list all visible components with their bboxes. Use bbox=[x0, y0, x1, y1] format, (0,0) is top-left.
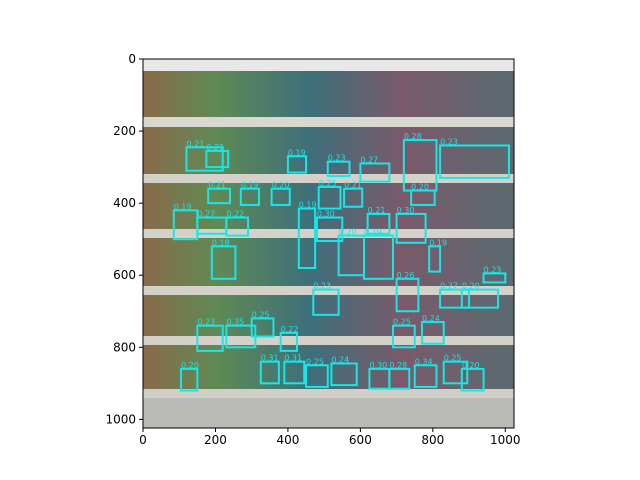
detection-box bbox=[359, 162, 391, 183]
detection-score: 0.25 bbox=[306, 357, 324, 366]
y-tick-label: 600 bbox=[113, 268, 136, 282]
detection-score: 0.19 bbox=[174, 202, 192, 211]
detection-box bbox=[420, 321, 445, 345]
detection-score: 0.28 bbox=[404, 132, 422, 141]
x-tick-label: 0 bbox=[139, 433, 147, 447]
x-tick-label: 1000 bbox=[490, 433, 521, 447]
detection-score: 0.21 bbox=[186, 139, 204, 148]
detection-box bbox=[185, 146, 224, 172]
detection-box bbox=[391, 324, 416, 349]
detection-score: 0.23 bbox=[328, 154, 346, 163]
detection-score: 0.20 bbox=[411, 183, 429, 192]
detection-score: 0.21 bbox=[208, 181, 226, 190]
y-tick-label: 400 bbox=[113, 196, 136, 210]
detection-box bbox=[442, 360, 469, 385]
detection-score: 0.20 bbox=[272, 181, 290, 190]
detection-score: 0.20 bbox=[339, 228, 357, 237]
detection-box bbox=[395, 277, 420, 313]
detection-score: 0.25 bbox=[319, 179, 337, 188]
detection-box bbox=[460, 367, 485, 392]
detection-score: 0.18 bbox=[212, 238, 230, 247]
detection-score: 0.20 bbox=[181, 361, 199, 370]
axes-frame bbox=[142, 58, 515, 429]
detection-box bbox=[428, 245, 442, 273]
y-tick-label: 800 bbox=[113, 340, 136, 354]
detection-score: 0.27 bbox=[360, 156, 378, 165]
detection-score: 0.19 bbox=[429, 238, 447, 247]
detection-score: 0.25 bbox=[393, 318, 411, 327]
detection-box bbox=[297, 207, 317, 270]
y-tick-label: 0 bbox=[128, 52, 136, 66]
detection-box bbox=[210, 245, 237, 280]
detection-box bbox=[439, 144, 510, 179]
x-tick-label: 200 bbox=[204, 433, 227, 447]
detection-box bbox=[395, 212, 427, 244]
detection-box bbox=[205, 149, 230, 169]
detection-box bbox=[413, 364, 438, 388]
detection-score: 0.35 bbox=[226, 318, 244, 327]
detection-score: 0.23 bbox=[440, 137, 458, 146]
detection-score: 0.21 bbox=[368, 206, 386, 215]
detection-score: 0.20 bbox=[462, 282, 480, 291]
detection-box bbox=[207, 187, 231, 205]
detection-box bbox=[239, 187, 260, 206]
detection-score: 0.25 bbox=[444, 354, 462, 363]
detection-box bbox=[460, 288, 500, 309]
detection-score: 0.26 bbox=[397, 271, 415, 280]
detection-score: 0.22 bbox=[281, 325, 299, 334]
detection-box bbox=[259, 360, 280, 385]
detection-box bbox=[388, 367, 411, 390]
detection-box bbox=[312, 288, 340, 316]
detection-score: 0.19 bbox=[288, 148, 306, 157]
detection-score: 0.21 bbox=[206, 143, 224, 152]
detection-box bbox=[250, 317, 275, 338]
detection-box bbox=[283, 360, 306, 385]
detection-score: 0.34 bbox=[415, 357, 433, 366]
detection-score: 0.21 bbox=[344, 181, 362, 190]
detection-box bbox=[363, 234, 394, 280]
detection-score: 0.30 bbox=[317, 210, 335, 219]
detection-box bbox=[343, 187, 364, 208]
detection-score: 0.27 bbox=[440, 282, 458, 291]
detection-score: 0.28 bbox=[389, 361, 407, 370]
x-tick-label: 600 bbox=[349, 433, 372, 447]
detection-score: 0.23 bbox=[484, 265, 502, 274]
detection-score: 0.19 bbox=[241, 181, 259, 190]
detection-box bbox=[330, 362, 358, 387]
detection-score: 0.19 bbox=[364, 228, 382, 237]
detection-score: 0.27 bbox=[197, 210, 215, 219]
detection-score: 0.31 bbox=[261, 354, 279, 363]
detection-box bbox=[326, 160, 351, 178]
detection-score: 0.22 bbox=[226, 210, 244, 219]
detection-score: 0.30 bbox=[397, 206, 415, 215]
detection-score: 0.24 bbox=[422, 314, 440, 323]
detection-box bbox=[439, 288, 471, 309]
x-tick-label: 800 bbox=[421, 433, 444, 447]
detection-score: 0.19 bbox=[299, 201, 317, 210]
detection-box bbox=[366, 212, 391, 235]
detection-box bbox=[225, 216, 250, 237]
y-tick-label: 200 bbox=[113, 124, 136, 138]
detection-box bbox=[410, 189, 436, 206]
detection-score: 0.23 bbox=[313, 282, 331, 291]
detection-box bbox=[196, 324, 224, 352]
detection-score: 0.30 bbox=[369, 361, 387, 370]
detection-box bbox=[270, 187, 291, 206]
detection-box bbox=[317, 185, 342, 210]
x-tick-label: 400 bbox=[276, 433, 299, 447]
detection-score: 0.23 bbox=[197, 318, 215, 327]
detection-box bbox=[286, 155, 308, 174]
detection-box bbox=[315, 216, 344, 242]
detection-score: 0.20 bbox=[462, 361, 480, 370]
detection-box bbox=[180, 367, 199, 392]
detection-score: 0.31 bbox=[284, 354, 302, 363]
detection-box bbox=[482, 272, 507, 284]
detection-score: 0.24 bbox=[331, 355, 349, 364]
detection-score: 0.25 bbox=[252, 310, 270, 319]
y-tick-label: 1000 bbox=[105, 412, 136, 426]
detection-box bbox=[279, 331, 298, 352]
detection-box bbox=[305, 364, 329, 388]
